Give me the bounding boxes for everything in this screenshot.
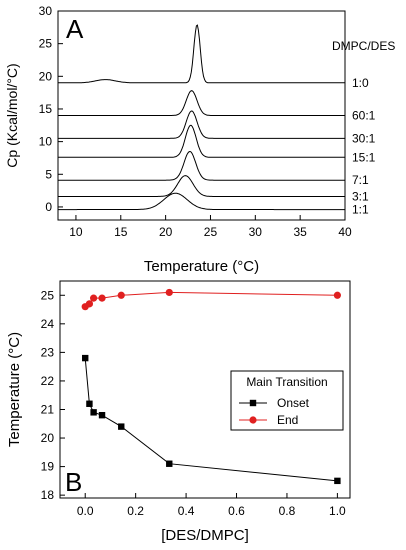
data-point-onset bbox=[118, 423, 125, 430]
legend-label: End bbox=[277, 413, 298, 427]
x-tick-label: 0.2 bbox=[127, 504, 144, 518]
data-point-end bbox=[165, 288, 173, 297]
y-tick-label: 25 bbox=[39, 37, 53, 51]
y-tick-label: 0 bbox=[45, 200, 52, 214]
thermogram-curve bbox=[58, 24, 345, 84]
x-tick-label: 0.4 bbox=[178, 504, 195, 518]
series-label: 1:0 bbox=[352, 76, 369, 90]
thermogram-curve bbox=[58, 110, 345, 139]
y-tick-label: 15 bbox=[39, 102, 53, 116]
series-label: 15:1 bbox=[352, 150, 376, 164]
y-tick-label: 20 bbox=[41, 431, 55, 445]
panel-a-x-axis-label: Temperature (°C) bbox=[144, 258, 259, 275]
y-tick-label: 24 bbox=[41, 317, 55, 331]
y-tick-label: 20 bbox=[39, 69, 53, 83]
data-point-end bbox=[117, 291, 125, 299]
data-point-end bbox=[333, 291, 341, 299]
y-tick-label: 18 bbox=[41, 488, 55, 502]
y-tick-label: 19 bbox=[41, 460, 55, 474]
panel-b-plot-frame bbox=[59, 280, 351, 499]
series-label: 3:1 bbox=[352, 189, 369, 203]
panel-a-ticks: 10 15 20 25 30 35 40 0 5 10 15 20 25 30 bbox=[39, 4, 352, 239]
y-tick-label: 23 bbox=[41, 345, 55, 359]
data-point-onset bbox=[86, 400, 93, 407]
x-tick-label: 25 bbox=[204, 225, 218, 239]
data-point-onset bbox=[166, 460, 173, 467]
data-point-end bbox=[85, 300, 94, 308]
panel-b-series bbox=[81, 288, 341, 485]
x-tick-label: 0.8 bbox=[279, 504, 296, 518]
x-tick-label: 20 bbox=[159, 225, 173, 239]
data-point-onset bbox=[98, 411, 106, 419]
x-tick-label: 10 bbox=[69, 225, 83, 239]
thermogram-curve bbox=[58, 124, 345, 158]
x-tick-label: 0.0 bbox=[77, 504, 94, 518]
data-point-end bbox=[98, 294, 106, 302]
panel-b-letter: B bbox=[65, 467, 82, 497]
data-point-onset bbox=[90, 409, 97, 416]
panel-b-legend: Main Transition Onset End bbox=[230, 370, 344, 431]
data-point-end bbox=[90, 294, 98, 302]
legend-swatch-marker bbox=[249, 416, 257, 424]
panel-b-ticks: 0.0 0.2 0.4 0.6 0.8 1.0 18 19 20 21 22 23 24 25 bbox=[41, 288, 346, 518]
thermogram-curve bbox=[58, 175, 345, 197]
legend-label: Onset bbox=[277, 396, 310, 410]
series-label: 60:1 bbox=[352, 109, 376, 123]
panel-a-legend-title: DMPC/DES bbox=[332, 39, 395, 53]
series-label: 7:1 bbox=[352, 173, 369, 187]
panel-a-curves: 1:0 60:1 30:1 15:1 7:1 3:11:1 bbox=[58, 24, 376, 217]
panel-a-letter: A bbox=[66, 14, 84, 44]
series-label: 1:1 bbox=[352, 203, 369, 217]
thermogram-curve bbox=[58, 192, 345, 211]
y-tick-label: 10 bbox=[39, 135, 53, 149]
data-point-onset bbox=[334, 477, 341, 485]
x-tick-label: 15 bbox=[114, 225, 128, 239]
x-tick-label: 1.0 bbox=[329, 504, 346, 518]
thermogram-curve bbox=[58, 90, 345, 116]
panel-b-x-axis-label: [DES/DMPC] bbox=[161, 527, 249, 544]
x-tick-label: 0.6 bbox=[228, 504, 245, 518]
x-tick-label: 30 bbox=[249, 225, 263, 239]
panel-a-y-axis-label: Cp (Kcal/mol/°C) bbox=[4, 63, 20, 167]
series-label: 30:1 bbox=[352, 131, 376, 145]
x-tick-label: 35 bbox=[293, 225, 307, 239]
y-tick-label: 21 bbox=[41, 402, 55, 416]
panel-b-y-axis-label: Temperature (°C) bbox=[6, 332, 23, 447]
legend-title: Main Transition bbox=[246, 375, 327, 389]
data-point-onset bbox=[82, 354, 89, 362]
y-tick-label: 5 bbox=[45, 167, 52, 181]
panel-b-chart: B 0.0 0.2 0.4 0.6 0.8 1.0 18 19 20 21 22 23 24 25 Mai… bbox=[6, 280, 351, 544]
y-tick-label: 22 bbox=[41, 374, 55, 388]
legend-swatch-marker bbox=[249, 399, 257, 407]
y-tick-label: 30 bbox=[39, 4, 53, 18]
panel-a-chart: A DMPC/DES 10 15 20 25 30 35 40 0 5 10 15 20 25 30 1:… bbox=[4, 4, 395, 275]
thermogram-curve bbox=[58, 150, 345, 181]
x-tick-label: 40 bbox=[338, 225, 352, 239]
y-tick-label: 25 bbox=[41, 288, 55, 302]
